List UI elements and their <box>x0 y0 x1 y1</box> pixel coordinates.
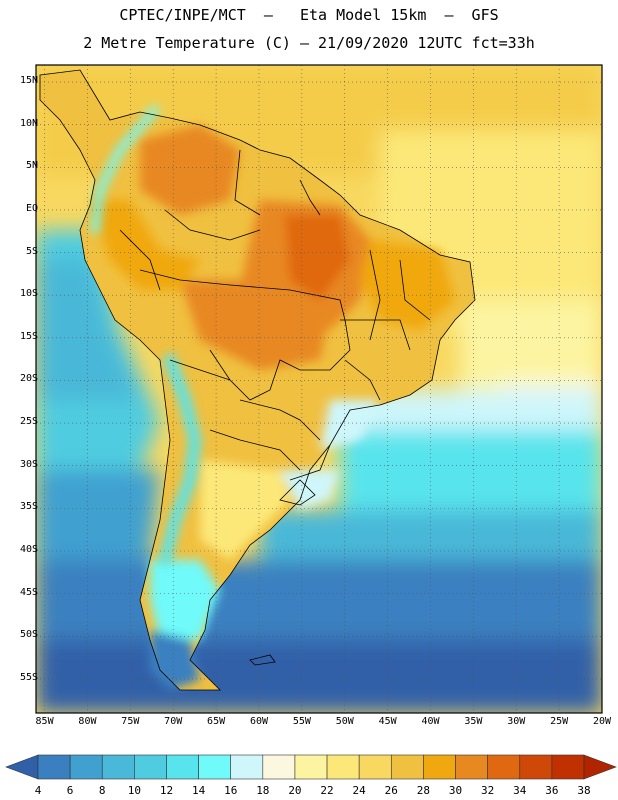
colorbar-level-label: 38 <box>577 784 591 797</box>
colorbar-level-label: 28 <box>416 784 431 797</box>
colorbar-level-label: 34 <box>513 784 527 797</box>
lon-label: 75W <box>121 716 140 727</box>
lat-label: 5S <box>25 245 38 257</box>
colorbar-level-label: 18 <box>256 784 270 797</box>
colorbar-box <box>390 754 424 780</box>
lat-label: 15N <box>19 75 38 87</box>
colorbar-box <box>487 754 521 780</box>
lon-label: 45W <box>378 716 397 727</box>
colorbar-level-label: 4 <box>34 784 42 797</box>
lon-label: 80W <box>78 716 97 727</box>
lat-label: 30S <box>19 458 38 470</box>
lon-label: 40W <box>421 716 440 727</box>
lat-label: 50S <box>19 629 38 641</box>
colorbar-level-label: 6 <box>66 784 74 797</box>
colorbar-box <box>134 754 167 780</box>
lat-label: 25S <box>19 416 38 428</box>
title-line-1: CPTEC/INPE/MCT – Eta Model 15km – GFS <box>119 6 499 24</box>
country-borders <box>39 69 476 691</box>
colorbar-level-label: 36 <box>545 784 559 797</box>
lon-label: 25W <box>550 716 569 727</box>
colorbar-box <box>198 754 232 780</box>
lat-label: EQ <box>25 202 38 214</box>
lat-label: 20S <box>19 373 38 385</box>
colorbar-level-label: 24 <box>352 784 366 797</box>
colorbar-level-label: 30 <box>448 784 463 797</box>
colorbar-box <box>69 754 103 780</box>
colorbar-level-label: 10 <box>127 784 141 797</box>
lat-label: 35S <box>19 501 38 513</box>
colorbar-level-label: 22 <box>320 784 334 797</box>
colorbar-box <box>230 754 264 780</box>
lon-label: 30W <box>507 716 526 727</box>
lat-label: 10N <box>19 117 38 129</box>
lat-label: 45S <box>19 586 38 598</box>
colorbar <box>5 754 617 780</box>
lon-label: 20W <box>592 716 612 727</box>
colorbar-level-label: 32 <box>481 784 495 797</box>
colorbar-box <box>423 754 456 780</box>
colorbar-arrow-high <box>583 754 617 780</box>
colorbar-level-label: 12 <box>159 784 174 797</box>
lat-label: 10S <box>19 288 38 300</box>
lon-label: 55W <box>292 716 311 727</box>
colorbar-box <box>455 754 488 780</box>
colorbar-box <box>551 754 585 780</box>
colorbar-box <box>166 754 199 780</box>
colorbar-box <box>358 754 392 780</box>
colorbar-box <box>294 754 328 780</box>
temperature-field <box>36 65 602 713</box>
lat-label: 15S <box>19 330 38 342</box>
lon-label: 35W <box>464 716 483 727</box>
colorbar-box <box>519 754 553 780</box>
title-line-2: 2 Metre Temperature (C) – 21/09/2020 12U… <box>83 34 535 52</box>
lon-label: 85W <box>35 716 54 727</box>
lon-label: 60W <box>249 716 268 727</box>
lat-label: 40S <box>19 544 38 555</box>
colorbar-level-label: 14 <box>191 784 206 797</box>
colorbar-box <box>326 754 360 780</box>
lon-label: 70W <box>164 716 183 727</box>
map-frame <box>35 64 603 714</box>
lon-label: 65W <box>207 716 226 727</box>
colorbar-level-label: 16 <box>224 784 238 797</box>
colorbar-box <box>37 754 71 780</box>
colorbar-arrow-low <box>5 754 39 780</box>
colorbar-level-label: 8 <box>98 784 106 797</box>
colorbar-box <box>101 754 135 780</box>
colorbar-box <box>262 754 296 780</box>
colorbar-level-label: 26 <box>384 784 398 797</box>
lat-label: 55S <box>19 671 38 683</box>
lon-label: 50W <box>335 716 354 727</box>
colorbar-level-label: 20 <box>288 784 302 797</box>
lat-label: 5N <box>25 160 38 172</box>
